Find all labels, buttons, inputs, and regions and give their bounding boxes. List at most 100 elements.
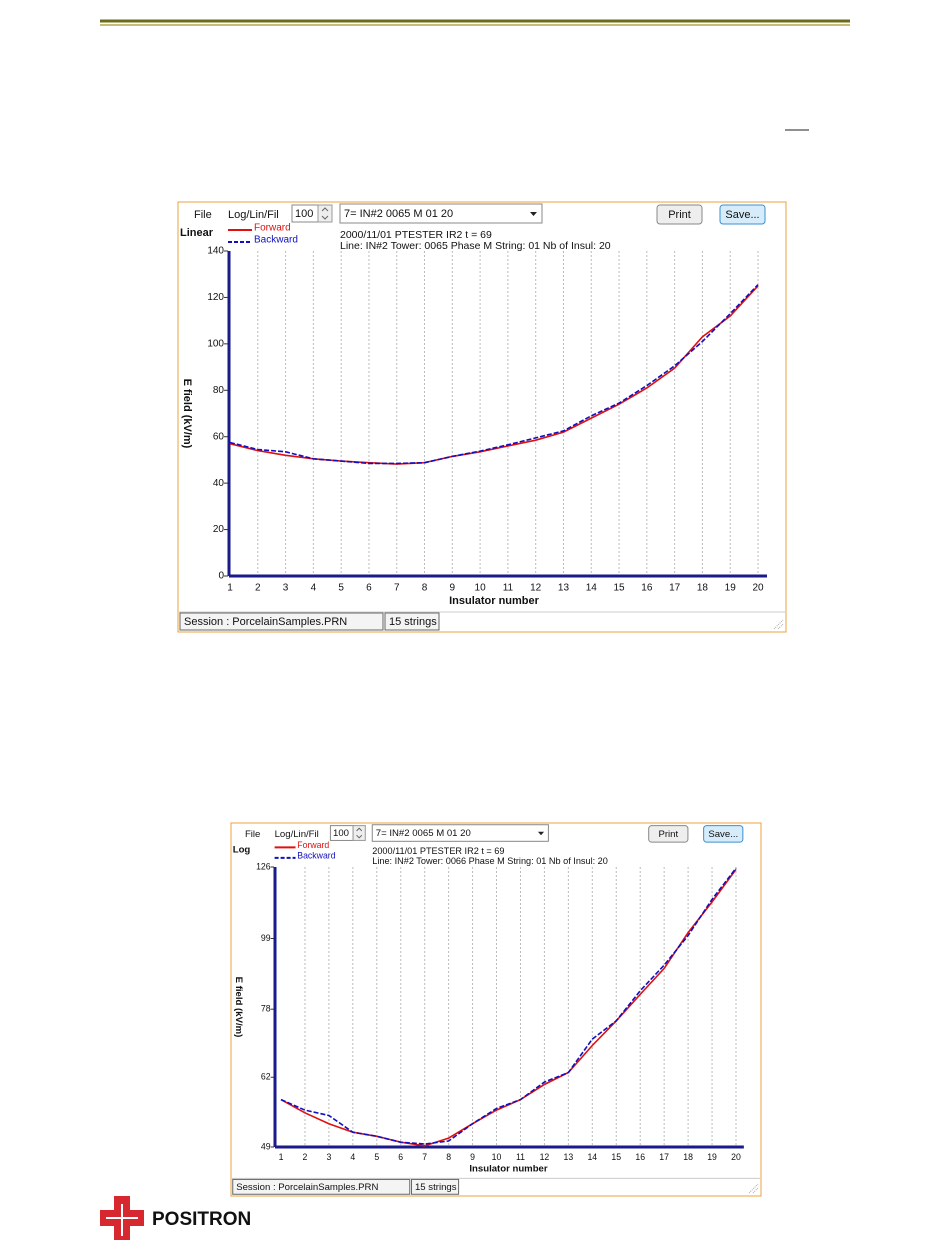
x-tick-label: 17 xyxy=(659,1152,669,1162)
x-tick-label: 7 xyxy=(422,1152,427,1162)
dropdown[interactable] xyxy=(339,203,543,224)
dropdown-arrow xyxy=(537,831,545,836)
x-tick-label: 10 xyxy=(492,1152,502,1162)
x-tick-label: 9 xyxy=(450,583,456,594)
menu-item[interactable]: File xyxy=(194,209,212,221)
menu-item[interactable]: File xyxy=(245,829,260,840)
chart-info: 2000/11/01 PTESTER IR2 t = 69 xyxy=(340,229,492,241)
x-tick-label: 1 xyxy=(279,1152,284,1162)
button-label[interactable]: Print xyxy=(658,829,678,840)
button-label[interactable]: Print xyxy=(668,209,691,221)
status-text: 15 strings xyxy=(415,1182,457,1193)
spin-arrow xyxy=(356,827,363,839)
y-tick-label: 78 xyxy=(261,1003,271,1013)
spin-arrows[interactable] xyxy=(352,825,366,841)
x-tick-label: 6 xyxy=(366,583,372,594)
y-tick-label: 100 xyxy=(207,338,224,349)
spin-value: 100 xyxy=(333,828,349,839)
x-tick-label: 13 xyxy=(564,1152,574,1162)
y-tick-label: 62 xyxy=(261,1072,271,1082)
y-tick-label: 80 xyxy=(213,385,225,396)
legend-label: Forward xyxy=(254,223,291,234)
window-frame xyxy=(230,822,762,1197)
app-window: File Log/Lin/Fil 100 7= IN#2 0065 M 01 20 Pr… xyxy=(177,201,787,633)
menu-item[interactable]: Log/Lin/Fil xyxy=(228,209,279,221)
button-label[interactable]: Save... xyxy=(708,829,738,840)
x-tick-label: 10 xyxy=(475,583,487,594)
x-tick-label: 4 xyxy=(350,1152,355,1162)
x-tick-label: 11 xyxy=(516,1152,525,1162)
x-tick-label: 8 xyxy=(446,1152,451,1162)
status-text: 15 strings xyxy=(389,616,437,628)
legend-label: Backward xyxy=(254,235,298,246)
x-tick-label: 11 xyxy=(503,583,514,594)
x-tick-label: 18 xyxy=(697,583,709,594)
dropdown-arrow xyxy=(530,212,537,216)
x-tick-label: 15 xyxy=(611,1152,621,1162)
status-cell xyxy=(179,612,384,631)
button[interactable] xyxy=(656,204,703,225)
x-tick-label: 12 xyxy=(540,1152,550,1162)
y-tick-label: 140 xyxy=(207,246,224,257)
x-tick-label: 17 xyxy=(669,583,681,594)
series-line xyxy=(229,284,759,465)
series-line xyxy=(280,867,737,1145)
x-axis-label: Insulator number xyxy=(469,1163,548,1174)
x-tick-label: 14 xyxy=(586,583,598,594)
spin-value: 100 xyxy=(295,208,313,220)
logo: POSITRON xyxy=(100,1196,251,1240)
spin-arrow xyxy=(321,207,329,220)
chart-info: Line: IN#2 Tower: 0066 Phase M String: 0… xyxy=(372,856,608,866)
button-label[interactable]: Save... xyxy=(725,209,759,221)
spin-arrows[interactable] xyxy=(317,204,333,223)
button[interactable] xyxy=(703,825,744,843)
x-tick-label: 7 xyxy=(394,583,400,594)
y-tick-label: 49 xyxy=(261,1141,271,1151)
status-cell xyxy=(411,1178,460,1195)
y-tick-label: 60 xyxy=(213,431,225,442)
x-tick-label: 13 xyxy=(558,583,570,594)
x-tick-label: 9 xyxy=(470,1152,475,1162)
logo-mark xyxy=(106,1204,138,1236)
legend-label: Backward xyxy=(297,850,335,860)
x-tick-label: 4 xyxy=(311,583,317,594)
scale-label: Linear xyxy=(180,227,214,239)
dropdown-value: 7= IN#2 0065 M 01 20 xyxy=(376,828,471,839)
x-tick-label: 8 xyxy=(422,583,428,594)
window-frame xyxy=(177,201,787,633)
legend-label: Forward xyxy=(297,840,329,850)
x-tick-label: 2 xyxy=(303,1152,308,1162)
y-tick-label: 40 xyxy=(213,478,225,489)
menu-item[interactable]: Log/Lin/Fil xyxy=(275,829,319,840)
x-tick-label: 15 xyxy=(613,583,625,594)
dropdown-value: 7= IN#2 0065 M 01 20 xyxy=(344,208,453,220)
x-tick-label: 5 xyxy=(374,1152,379,1162)
x-tick-label: 19 xyxy=(725,583,737,594)
chart-info: 2000/11/01 PTESTER IR2 t = 69 xyxy=(372,846,504,856)
status-cell xyxy=(232,1178,411,1195)
status-text: Session : PorcelainSamples.PRN xyxy=(236,1182,378,1193)
y-tick-label: 126 xyxy=(256,861,271,871)
y-axis-label: E field (kV/m) xyxy=(233,977,244,1038)
x-tick-label: 5 xyxy=(338,583,344,594)
x-tick-label: 3 xyxy=(326,1152,331,1162)
x-axis-label: Insulator number xyxy=(449,595,540,607)
y-axis-label: E field (kV/m) xyxy=(181,379,193,449)
button[interactable] xyxy=(648,825,689,843)
button[interactable] xyxy=(719,204,766,225)
x-tick-label: 20 xyxy=(731,1152,741,1162)
chart-info: Line: IN#2 Tower: 0065 Phase M String: 0… xyxy=(340,240,611,252)
resize-grip xyxy=(748,1183,759,1194)
resize-grip xyxy=(773,619,784,630)
y-tick-label: 20 xyxy=(213,524,225,535)
x-tick-label: 2 xyxy=(255,583,261,594)
scale-label: Log xyxy=(233,845,251,856)
dropdown[interactable] xyxy=(371,824,549,842)
x-tick-label: 18 xyxy=(683,1152,693,1162)
logo-text: POSITRON xyxy=(152,1209,251,1230)
x-tick-label: 20 xyxy=(752,583,764,594)
x-tick-label: 16 xyxy=(635,1152,645,1162)
x-tick-label: 19 xyxy=(707,1152,717,1162)
y-tick-label: 99 xyxy=(261,933,271,943)
